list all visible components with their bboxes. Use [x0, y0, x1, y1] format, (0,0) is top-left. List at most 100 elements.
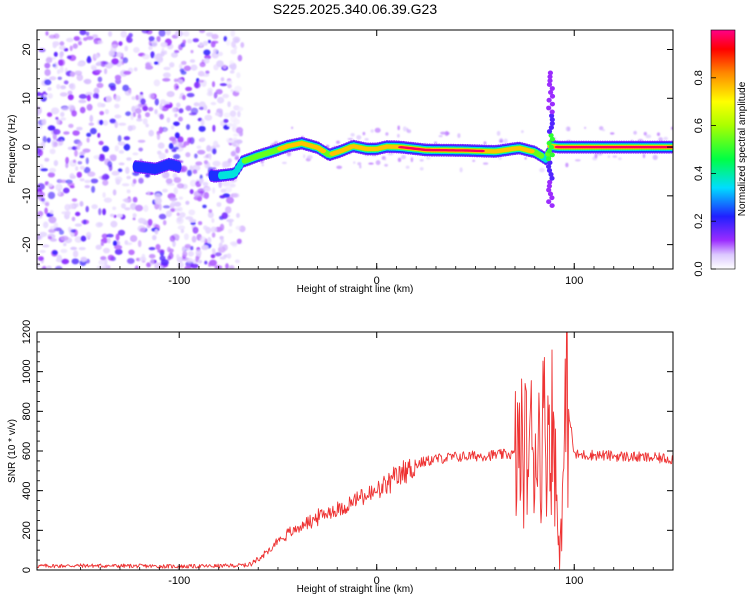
- noise-speckle: [472, 159, 476, 162]
- noise-speckle: [419, 159, 424, 162]
- noise-speckle: [138, 177, 144, 184]
- noise-speckle: [85, 91, 93, 97]
- noise-speckle: [45, 57, 53, 64]
- noise-speckle: [148, 36, 155, 42]
- y-tick-label: 600: [21, 442, 33, 460]
- noise-speckle: [218, 51, 223, 57]
- noise-speckle: [68, 83, 74, 89]
- x-tick-label: -100: [168, 275, 190, 287]
- noise-speckle: [70, 232, 75, 237]
- spike-blob: [548, 172, 554, 177]
- noise-speckle: [104, 174, 110, 180]
- noise-speckle: [656, 132, 661, 136]
- noise-speckle: [78, 40, 82, 46]
- noise-speckle: [130, 113, 134, 121]
- noise-speckle: [205, 226, 212, 234]
- noise-speckle: [155, 244, 161, 250]
- noise-speckle: [171, 125, 175, 130]
- noise-speckle: [169, 197, 178, 202]
- noise-speckle: [602, 129, 605, 132]
- noise-speckle: [401, 154, 406, 160]
- noise-speckle: [43, 94, 47, 98]
- noise-speckle: [642, 153, 646, 159]
- noise-speckle: [190, 64, 198, 71]
- noise-speckle: [498, 157, 502, 160]
- noise-speckle: [212, 48, 218, 54]
- noise-speckle: [48, 34, 56, 39]
- noise-speckle: [148, 254, 156, 259]
- y-tick-label: 1200: [21, 320, 33, 344]
- noise-speckle: [46, 112, 53, 117]
- noise-speckle: [212, 160, 221, 167]
- noise-speckle: [123, 136, 131, 141]
- noise-speckle: [171, 200, 176, 205]
- noise-speckle: [55, 116, 59, 120]
- noise-speckle: [47, 191, 56, 200]
- noise-speckle: [156, 36, 161, 42]
- noise-speckle: [618, 157, 622, 161]
- noise-speckle: [336, 140, 340, 144]
- noise-speckle: [146, 262, 152, 268]
- noise-speckle: [127, 125, 133, 132]
- noise-speckle: [192, 169, 198, 174]
- noise-speckle: [230, 49, 237, 55]
- noise-speckle: [101, 175, 105, 181]
- noise-speckle: [112, 189, 117, 196]
- noise-speckle: [147, 190, 151, 196]
- noise-speckle: [612, 155, 618, 158]
- noise-speckle: [188, 209, 196, 216]
- noise-speckle: [47, 93, 53, 99]
- spike-blob: [547, 74, 553, 80]
- noise-speckle: [111, 58, 119, 65]
- noise-speckle: [104, 68, 108, 75]
- noise-speckle: [101, 233, 108, 239]
- noise-speckle: [227, 101, 231, 108]
- noise-speckle: [171, 52, 178, 58]
- noise-speckle: [524, 157, 527, 160]
- noise-speckle: [186, 124, 191, 130]
- noise-speckle: [85, 36, 94, 40]
- noise-speckle: [136, 118, 143, 122]
- noise-speckle: [198, 106, 205, 110]
- noise-speckle: [220, 77, 225, 82]
- noise-speckle: [133, 67, 138, 72]
- noise-speckle: [234, 85, 242, 93]
- noise-speckle: [83, 219, 87, 225]
- noise-speckle: [159, 113, 164, 120]
- noise-speckle: [185, 105, 192, 111]
- noise-speckle: [67, 90, 73, 96]
- noise-speckle: [95, 62, 102, 66]
- y-tick-label: 1000: [21, 359, 33, 383]
- noise-speckle: [106, 233, 114, 238]
- y-tick-label: 0: [21, 567, 33, 573]
- noise-speckle: [55, 183, 63, 192]
- noise-speckle: [207, 109, 211, 114]
- colorbar-tick-label: 0.0: [693, 261, 705, 276]
- noise-speckle: [110, 85, 116, 91]
- noise-speckle: [66, 37, 74, 43]
- noise-speckle: [97, 102, 103, 108]
- noise-speckle: [584, 126, 587, 129]
- noise-speckle: [123, 143, 131, 151]
- noise-speckle: [132, 152, 139, 156]
- ridge-segment: [175, 161, 182, 172]
- noise-speckle: [286, 151, 291, 157]
- noise-speckle: [52, 128, 61, 135]
- noise-speckle: [118, 41, 123, 46]
- noise-speckle: [189, 59, 196, 63]
- noise-speckle: [91, 185, 96, 193]
- noise-speckle: [192, 226, 199, 234]
- x-tick-label: 100: [565, 275, 583, 287]
- noise-speckle: [85, 157, 89, 165]
- noise-speckle: [178, 196, 183, 200]
- noise-speckle: [162, 188, 168, 193]
- spike-blob: [549, 203, 555, 209]
- noise-speckle: [132, 213, 137, 218]
- noise-speckle: [185, 152, 191, 158]
- noise-speckle: [173, 83, 179, 91]
- noise-speckle: [216, 144, 220, 148]
- spike-blob: [546, 183, 553, 189]
- noise-speckle: [191, 235, 197, 243]
- noise-speckle: [212, 124, 216, 132]
